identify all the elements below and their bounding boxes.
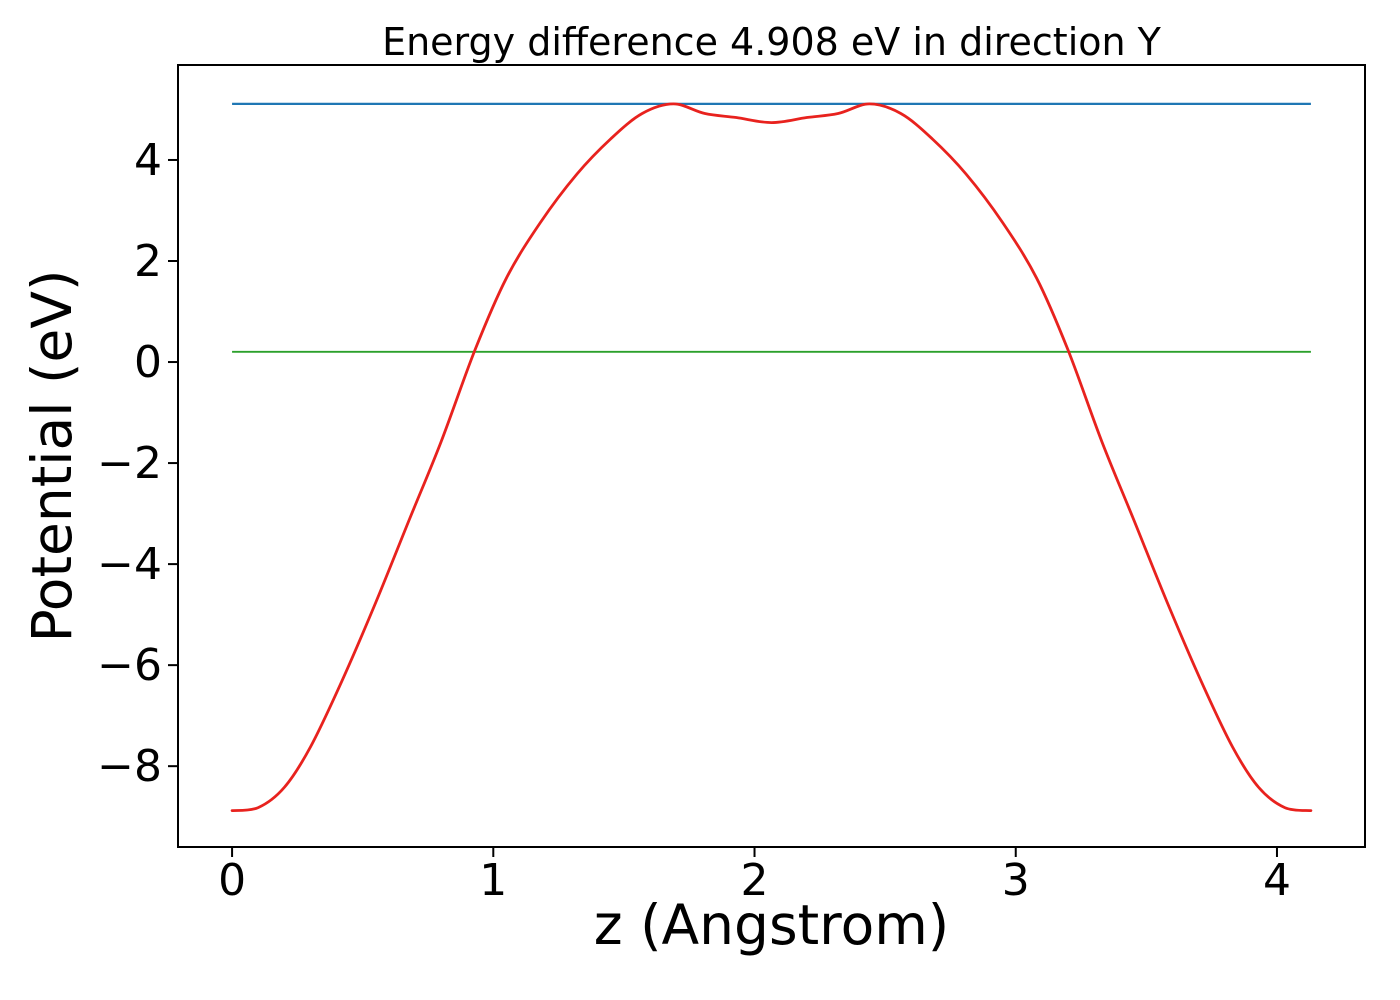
x-axis-label: z (Angstrom) — [593, 893, 950, 957]
y-axis-label: Potential (eV) — [20, 269, 84, 643]
chart-title: Energy difference 4.908 eV in direction … — [382, 20, 1161, 64]
y-tick-label: −2 — [97, 438, 162, 489]
x-tick-label: 4 — [1263, 855, 1291, 906]
x-tick-label: 3 — [1002, 855, 1030, 906]
y-tick-label: 2 — [134, 236, 162, 287]
y-tick-label: −8 — [97, 741, 162, 792]
axes-frame — [177, 64, 1366, 848]
x-tick-label: 1 — [479, 855, 507, 906]
potential-curve-line — [230, 102, 1313, 813]
y-tick-label: 4 — [134, 135, 162, 186]
y-tick-label: −4 — [97, 539, 162, 590]
y-tick-label: −6 — [97, 640, 162, 691]
y-tick-label: 0 — [134, 337, 162, 388]
x-tick-label: 2 — [741, 855, 769, 906]
x-tick-label: 0 — [218, 855, 246, 906]
